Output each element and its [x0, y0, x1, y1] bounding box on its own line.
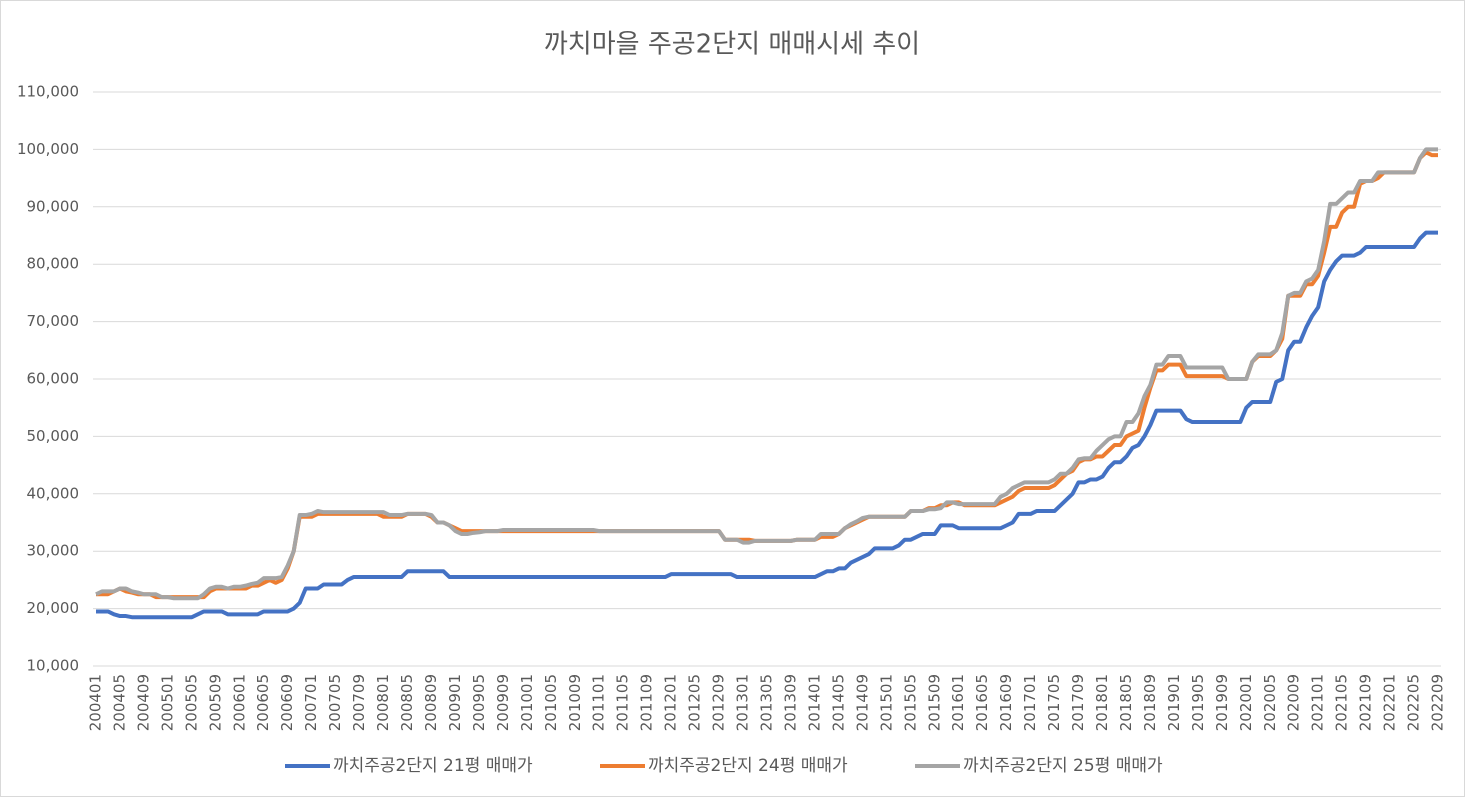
x-tick-label: 200601: [230, 674, 248, 731]
x-tick-label: 201409: [853, 674, 871, 731]
x-tick-label: 201605: [973, 674, 991, 731]
x-tick-label: 201101: [590, 674, 608, 731]
x-tick-label: 200701: [302, 674, 320, 731]
x-tick-label: 201105: [614, 674, 632, 731]
x-tick-label: 201809: [1141, 674, 1159, 731]
legend-label: 까치주공2단지 24평 매매가: [648, 756, 848, 776]
x-tick-label: 201901: [1165, 674, 1183, 731]
x-tick-label: 200905: [470, 674, 488, 731]
x-tick-label: 201009: [566, 674, 584, 731]
x-tick-label: 200501: [158, 674, 176, 731]
x-tick-label: 200709: [350, 674, 368, 731]
x-tick-label: 201709: [1069, 674, 1087, 731]
y-tick-label: 30,000: [27, 542, 80, 560]
series-line: [95, 147, 1438, 601]
x-tick-label: 201301: [734, 674, 752, 731]
x-tick-label: 201805: [1117, 674, 1135, 731]
x-tick-label: 200909: [494, 674, 512, 731]
x-tick-label: 201201: [662, 674, 680, 731]
x-tick-label: 201509: [925, 674, 943, 731]
x-tick-label: 201001: [518, 674, 536, 731]
y-tick-label: 80,000: [27, 255, 80, 273]
x-tick-label: 201905: [1189, 674, 1207, 731]
x-tick-label: 201405: [829, 674, 847, 731]
x-tick-label: 201401: [805, 674, 823, 731]
y-tick-label: 100,000: [17, 140, 79, 158]
x-tick-label: 201501: [877, 674, 895, 731]
x-tick-label: 201505: [901, 674, 919, 731]
y-tick-label: 60,000: [27, 370, 80, 388]
series-line: [96, 230, 1438, 620]
x-tick-label: 200401: [86, 674, 104, 731]
x-tick-label: 201609: [997, 674, 1015, 731]
y-tick-label: 50,000: [27, 427, 80, 445]
x-tick-label: 200705: [326, 674, 344, 731]
y-tick-label: 10,000: [27, 657, 80, 675]
x-tick-label: 201109: [638, 674, 656, 731]
x-tick-label: 201701: [1021, 674, 1039, 731]
x-tick-label: 201601: [949, 674, 967, 731]
x-tick-label: 200505: [182, 674, 200, 731]
x-tick-label: 202109: [1357, 674, 1375, 731]
y-tick-label: 40,000: [27, 484, 80, 502]
legend-label: 까치주공2단지 25평 매매가: [963, 756, 1163, 776]
y-tick-label: 20,000: [27, 599, 80, 617]
x-tick-label: 202001: [1237, 674, 1255, 731]
x-tick-label: 201209: [710, 674, 728, 731]
x-tick-label: 202209: [1429, 674, 1447, 731]
x-tick-label: 200509: [206, 674, 224, 731]
x-tick-label: 200901: [446, 674, 464, 731]
x-tick-label: 201305: [758, 674, 776, 731]
x-tick-label: 200605: [254, 674, 272, 731]
x-tick-label: 202101: [1309, 674, 1327, 731]
x-tick-label: 202105: [1333, 674, 1351, 731]
x-tick-label: 200409: [134, 674, 152, 731]
x-tick-label: 200805: [398, 674, 416, 731]
legend-label: 까치주공2단지 21평 매매가: [333, 756, 533, 776]
x-tick-label: 200801: [374, 674, 392, 731]
x-tick-label: 202009: [1285, 674, 1303, 731]
x-tick-label: 200809: [422, 674, 440, 731]
y-tick-label: 70,000: [27, 312, 80, 330]
x-tick-label: 201801: [1093, 674, 1111, 731]
x-tick-label: 202005: [1261, 674, 1279, 731]
x-tick-label: 201309: [781, 674, 799, 731]
y-tick-label: 90,000: [27, 197, 80, 215]
chart-title: 까치마을 주공2단지 매매시세 추이: [544, 30, 920, 60]
x-tick-label: 202201: [1381, 674, 1399, 731]
x-tick-label: 200405: [110, 674, 128, 731]
x-tick-label: 201909: [1213, 674, 1231, 731]
x-tick-label: 201005: [542, 674, 560, 731]
x-tick-label: 200609: [278, 674, 296, 731]
x-tick-label: 202205: [1405, 674, 1423, 731]
x-tick-label: 201205: [686, 674, 704, 731]
x-tick-label: 201705: [1045, 674, 1063, 731]
y-tick-label: 110,000: [17, 83, 79, 101]
